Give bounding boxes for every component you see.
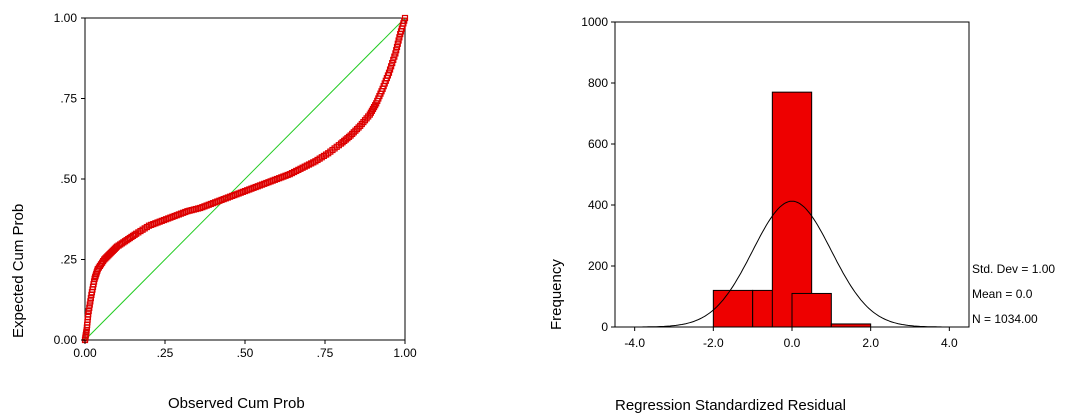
pp-x-tick-label: .25 bbox=[157, 346, 174, 360]
pp-point bbox=[392, 50, 399, 57]
pp-point bbox=[358, 120, 365, 128]
pp-reference-line bbox=[84, 17, 406, 341]
pp-x-tick-label: .75 bbox=[317, 346, 334, 360]
pp-point bbox=[388, 63, 395, 70]
pp-point bbox=[393, 43, 401, 51]
pp-point bbox=[394, 40, 401, 47]
histogram-x-tick-label: 2.0 bbox=[862, 336, 879, 350]
pp-point bbox=[86, 301, 93, 308]
histogram-y-tick-label: 1000 bbox=[581, 15, 608, 29]
pp-y-tick-label: 0.00 bbox=[54, 333, 78, 347]
pp-x-axis-label: Observed Cum Prob bbox=[168, 395, 305, 412]
histogram-y-tick-label: 0 bbox=[601, 320, 608, 334]
pp-y-tick-label: .25 bbox=[60, 253, 77, 267]
histogram-y-tick-label: 400 bbox=[588, 198, 608, 212]
pp-point bbox=[87, 298, 94, 305]
stat-std-dev: Std. Dev = 1.00 bbox=[972, 262, 1055, 276]
pp-x-tick-label: 1.00 bbox=[393, 346, 417, 360]
pp-point bbox=[353, 125, 361, 133]
pp-point bbox=[389, 59, 396, 67]
histogram-bar bbox=[791, 292, 832, 328]
pp-y-tick-label: 1.00 bbox=[54, 11, 78, 25]
histogram-x-tick-label: 0.0 bbox=[784, 336, 801, 350]
histogram-y-tick-label: 800 bbox=[588, 76, 608, 90]
pp-point bbox=[360, 119, 367, 126]
pp-point bbox=[391, 53, 398, 60]
pp-point bbox=[347, 132, 354, 139]
histogram-y-axis-label: Frequency bbox=[548, 259, 565, 330]
histogram-y-tick-label: 600 bbox=[588, 137, 608, 151]
histogram-bar bbox=[712, 289, 754, 328]
pp-y-axis-label: Expected Cum Prob bbox=[10, 204, 27, 338]
pp-point bbox=[393, 47, 400, 54]
histogram-x-tick-label: 4.0 bbox=[941, 336, 958, 350]
pp-y-tick-label: .50 bbox=[60, 172, 77, 186]
pp-point bbox=[85, 307, 92, 315]
histogram-x-tick-label: -4.0 bbox=[624, 336, 645, 350]
histogram-bars bbox=[712, 91, 872, 328]
histogram-x-axis-label: Regression Standardized Residual bbox=[615, 397, 846, 414]
pp-x-tick-label: .50 bbox=[237, 346, 254, 360]
pp-y-tick-label: .75 bbox=[60, 92, 77, 106]
stat-mean: Mean = 0.0 bbox=[972, 287, 1033, 301]
pp-point bbox=[395, 37, 402, 44]
normal-curve bbox=[642, 200, 942, 328]
pp-x-ticks: 0.00 .25 .50 .75 1.00 bbox=[73, 340, 417, 360]
histogram-bar bbox=[830, 323, 872, 328]
pp-point bbox=[357, 122, 364, 129]
pp-points bbox=[81, 14, 409, 344]
histogram-y-ticks: 0 200 400 600 800 1000 bbox=[581, 15, 615, 334]
pp-point bbox=[401, 14, 409, 22]
histogram-y-tick-label: 200 bbox=[588, 259, 608, 273]
pp-x-tick-label: 0.00 bbox=[73, 346, 97, 360]
histogram-bar bbox=[771, 91, 813, 328]
pp-point bbox=[352, 127, 359, 134]
pp-point bbox=[386, 66, 394, 73]
pp-point bbox=[349, 130, 356, 138]
pp-y-ticks: 0.00 .25 .50 .75 1.00 bbox=[54, 11, 85, 347]
pp-point bbox=[385, 69, 393, 76]
pp-point bbox=[350, 129, 357, 136]
pp-point bbox=[355, 124, 362, 131]
pp-point bbox=[86, 304, 93, 311]
pp-plot: 0.00 .25 .50 .75 1.00 0.00 .25 .50 .75 1.00 Obse… bbox=[10, 11, 417, 412]
pp-point bbox=[85, 311, 92, 318]
pp-point bbox=[361, 117, 369, 124]
histogram-x-ticks: -4.0 -2.0 0.0 2.0 4.0 bbox=[624, 327, 958, 350]
pp-point bbox=[87, 295, 94, 302]
pp-point bbox=[363, 115, 370, 122]
histogram: -4.0 -2.0 0.0 2.0 4.0 0 200 400 600 800 1000 Regr… bbox=[548, 15, 1055, 414]
histogram-x-tick-label: -2.0 bbox=[703, 336, 724, 350]
stat-n: N = 1034.00 bbox=[972, 312, 1038, 326]
pp-point bbox=[390, 56, 397, 63]
pp-point bbox=[396, 34, 403, 41]
